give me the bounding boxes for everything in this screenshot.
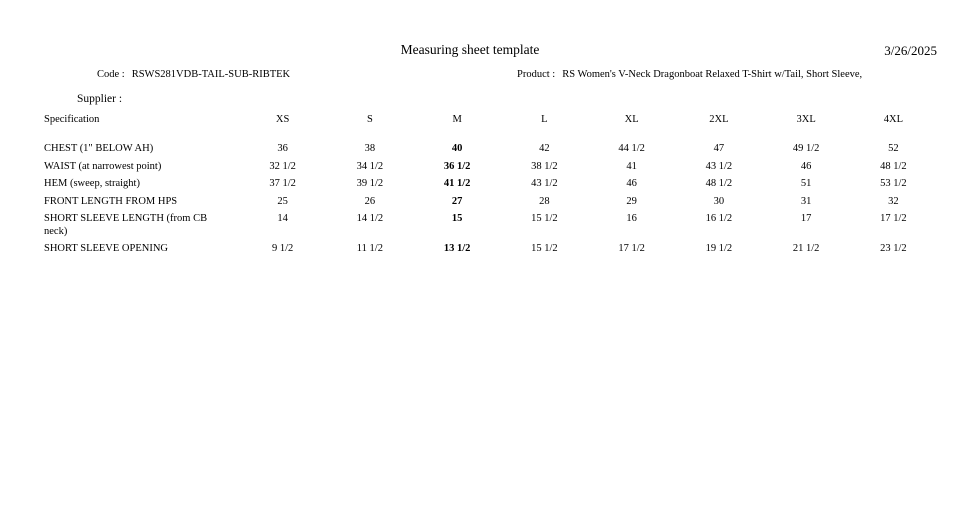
value-cell: 53 1/2 bbox=[880, 178, 907, 189]
size-header-cell: XS bbox=[275, 114, 290, 125]
value-cell: 28 bbox=[539, 195, 550, 207]
value-cell: 38 bbox=[364, 143, 376, 154]
value-cell: 31 bbox=[800, 195, 812, 207]
value-cell: 14 1/2 bbox=[356, 213, 384, 224]
value-cell: 16 bbox=[626, 213, 637, 224]
size-header-cell: M bbox=[452, 114, 462, 125]
value-cell: 36 1/2 bbox=[443, 160, 471, 172]
value-cell: 15 1/2 bbox=[531, 213, 558, 224]
value-cell: 49 1/2 bbox=[792, 143, 820, 154]
table-row: HEM (sweep, straight) 37 1/2 39 1/2 41 1/2 4… bbox=[44, 176, 937, 194]
table-row: SHORT SLEEVE LENGTH (from CB neck) 14 14 1… bbox=[44, 211, 937, 241]
value-cell: 47 bbox=[713, 143, 725, 154]
spec-cell: WAIST (at narrowest point) bbox=[44, 160, 162, 172]
supplier-label: Supplier : bbox=[77, 93, 123, 105]
table-row: FRONT LENGTH FROM HPS 25 26 27 28 29 30 31 32 bbox=[44, 193, 937, 211]
code-label: Code : bbox=[97, 69, 125, 80]
spec-column-header: Specification bbox=[44, 114, 100, 125]
value-cell: 15 bbox=[451, 213, 463, 224]
table-row: SHORT SLEEVE OPENING 9 1/2 11 1/2 13 1/2 15 … bbox=[44, 241, 937, 259]
value-cell: 38 1/2 bbox=[531, 160, 558, 172]
value-cell: 32 bbox=[888, 195, 899, 207]
value-cell: 46 bbox=[626, 178, 637, 189]
value-cell: 48 1/2 bbox=[705, 178, 733, 189]
value-cell: 9 1/2 bbox=[271, 243, 294, 254]
size-header-row: Specification XS S M L XL 2XL 3XL 4XL bbox=[44, 114, 937, 141]
product-value: RS Women's V-Neck Dragonboat Relaxed T-S… bbox=[562, 69, 863, 80]
value-cell: 17 bbox=[800, 213, 812, 224]
size-header-cell: 2XL bbox=[709, 114, 729, 125]
value-cell: 17 1/2 bbox=[880, 213, 907, 224]
value-cell: 16 1/2 bbox=[705, 213, 733, 224]
value-cell: 27 bbox=[451, 195, 463, 207]
size-header-cell: L bbox=[541, 114, 548, 125]
value-cell: 44 1/2 bbox=[618, 143, 645, 154]
value-cell: 41 bbox=[626, 160, 637, 172]
spec-cell: HEM (sweep, straight) bbox=[44, 178, 140, 189]
value-cell: 21 1/2 bbox=[792, 243, 820, 254]
value-cell: 52 bbox=[888, 143, 899, 154]
value-cell: 23 1/2 bbox=[880, 243, 907, 254]
value-cell: 13 1/2 bbox=[443, 243, 471, 254]
value-cell: 40 bbox=[451, 143, 463, 154]
table-row: WAIST (at narrowest point) 32 1/2 34 1/2 36… bbox=[44, 158, 937, 176]
value-cell: 30 bbox=[713, 195, 725, 207]
value-cell: 32 1/2 bbox=[269, 160, 296, 172]
value-cell: 43 1/2 bbox=[705, 160, 733, 172]
product-label: Product : bbox=[517, 69, 556, 80]
code-line: Code : RSWS281VDB-TAIL-SUB-RIBTEK bbox=[97, 68, 290, 82]
value-cell: 34 1/2 bbox=[356, 160, 384, 172]
spec-cell: SHORT SLEEVE LENGTH (from CB neck) bbox=[44, 213, 208, 237]
size-header-cell: 3XL bbox=[796, 114, 816, 125]
value-cell: 14 bbox=[277, 213, 288, 224]
size-header-cell: S bbox=[366, 114, 373, 125]
value-cell: 48 1/2 bbox=[880, 160, 907, 172]
value-cell: 46 bbox=[800, 160, 812, 172]
value-cell: 39 1/2 bbox=[356, 178, 384, 189]
value-cell: 51 bbox=[800, 178, 812, 189]
table-row: CHEST (1" BELOW AH) 36 38 40 42 44 1/2 47 49 1/… bbox=[44, 141, 937, 159]
value-cell: 37 1/2 bbox=[269, 178, 296, 189]
value-cell: 19 1/2 bbox=[705, 243, 733, 254]
size-header-cell: XL bbox=[624, 114, 639, 125]
page-title: Measuring sheet template bbox=[400, 42, 540, 57]
spec-cell: CHEST (1" BELOW AH) bbox=[44, 143, 154, 154]
value-cell: 43 1/2 bbox=[531, 178, 558, 189]
spec-cell: FRONT LENGTH FROM HPS bbox=[44, 195, 178, 207]
size-header-cell: 4XL bbox=[883, 114, 903, 125]
value-cell: 26 bbox=[364, 195, 376, 207]
measurement-table: Specification XS S M L XL 2XL 3XL 4XL CHEST (1"… bbox=[44, 114, 937, 258]
spec-cell: SHORT SLEEVE OPENING bbox=[44, 243, 169, 254]
value-cell: 11 1/2 bbox=[356, 243, 383, 254]
code-value: RSWS281VDB-TAIL-SUB-RIBTEK bbox=[131, 69, 291, 80]
value-cell: 41 1/2 bbox=[443, 178, 471, 189]
document-date: 3/26/2025 bbox=[884, 43, 937, 58]
value-cell: 42 bbox=[539, 143, 550, 154]
value-cell: 17 1/2 bbox=[618, 243, 645, 254]
value-cell: 15 1/2 bbox=[531, 243, 558, 254]
value-cell: 29 bbox=[626, 195, 637, 207]
product-line: Product : RS Women's V-Neck Dragonboat Re… bbox=[517, 68, 862, 82]
value-cell: 25 bbox=[277, 195, 288, 207]
value-cell: 36 bbox=[277, 143, 288, 154]
